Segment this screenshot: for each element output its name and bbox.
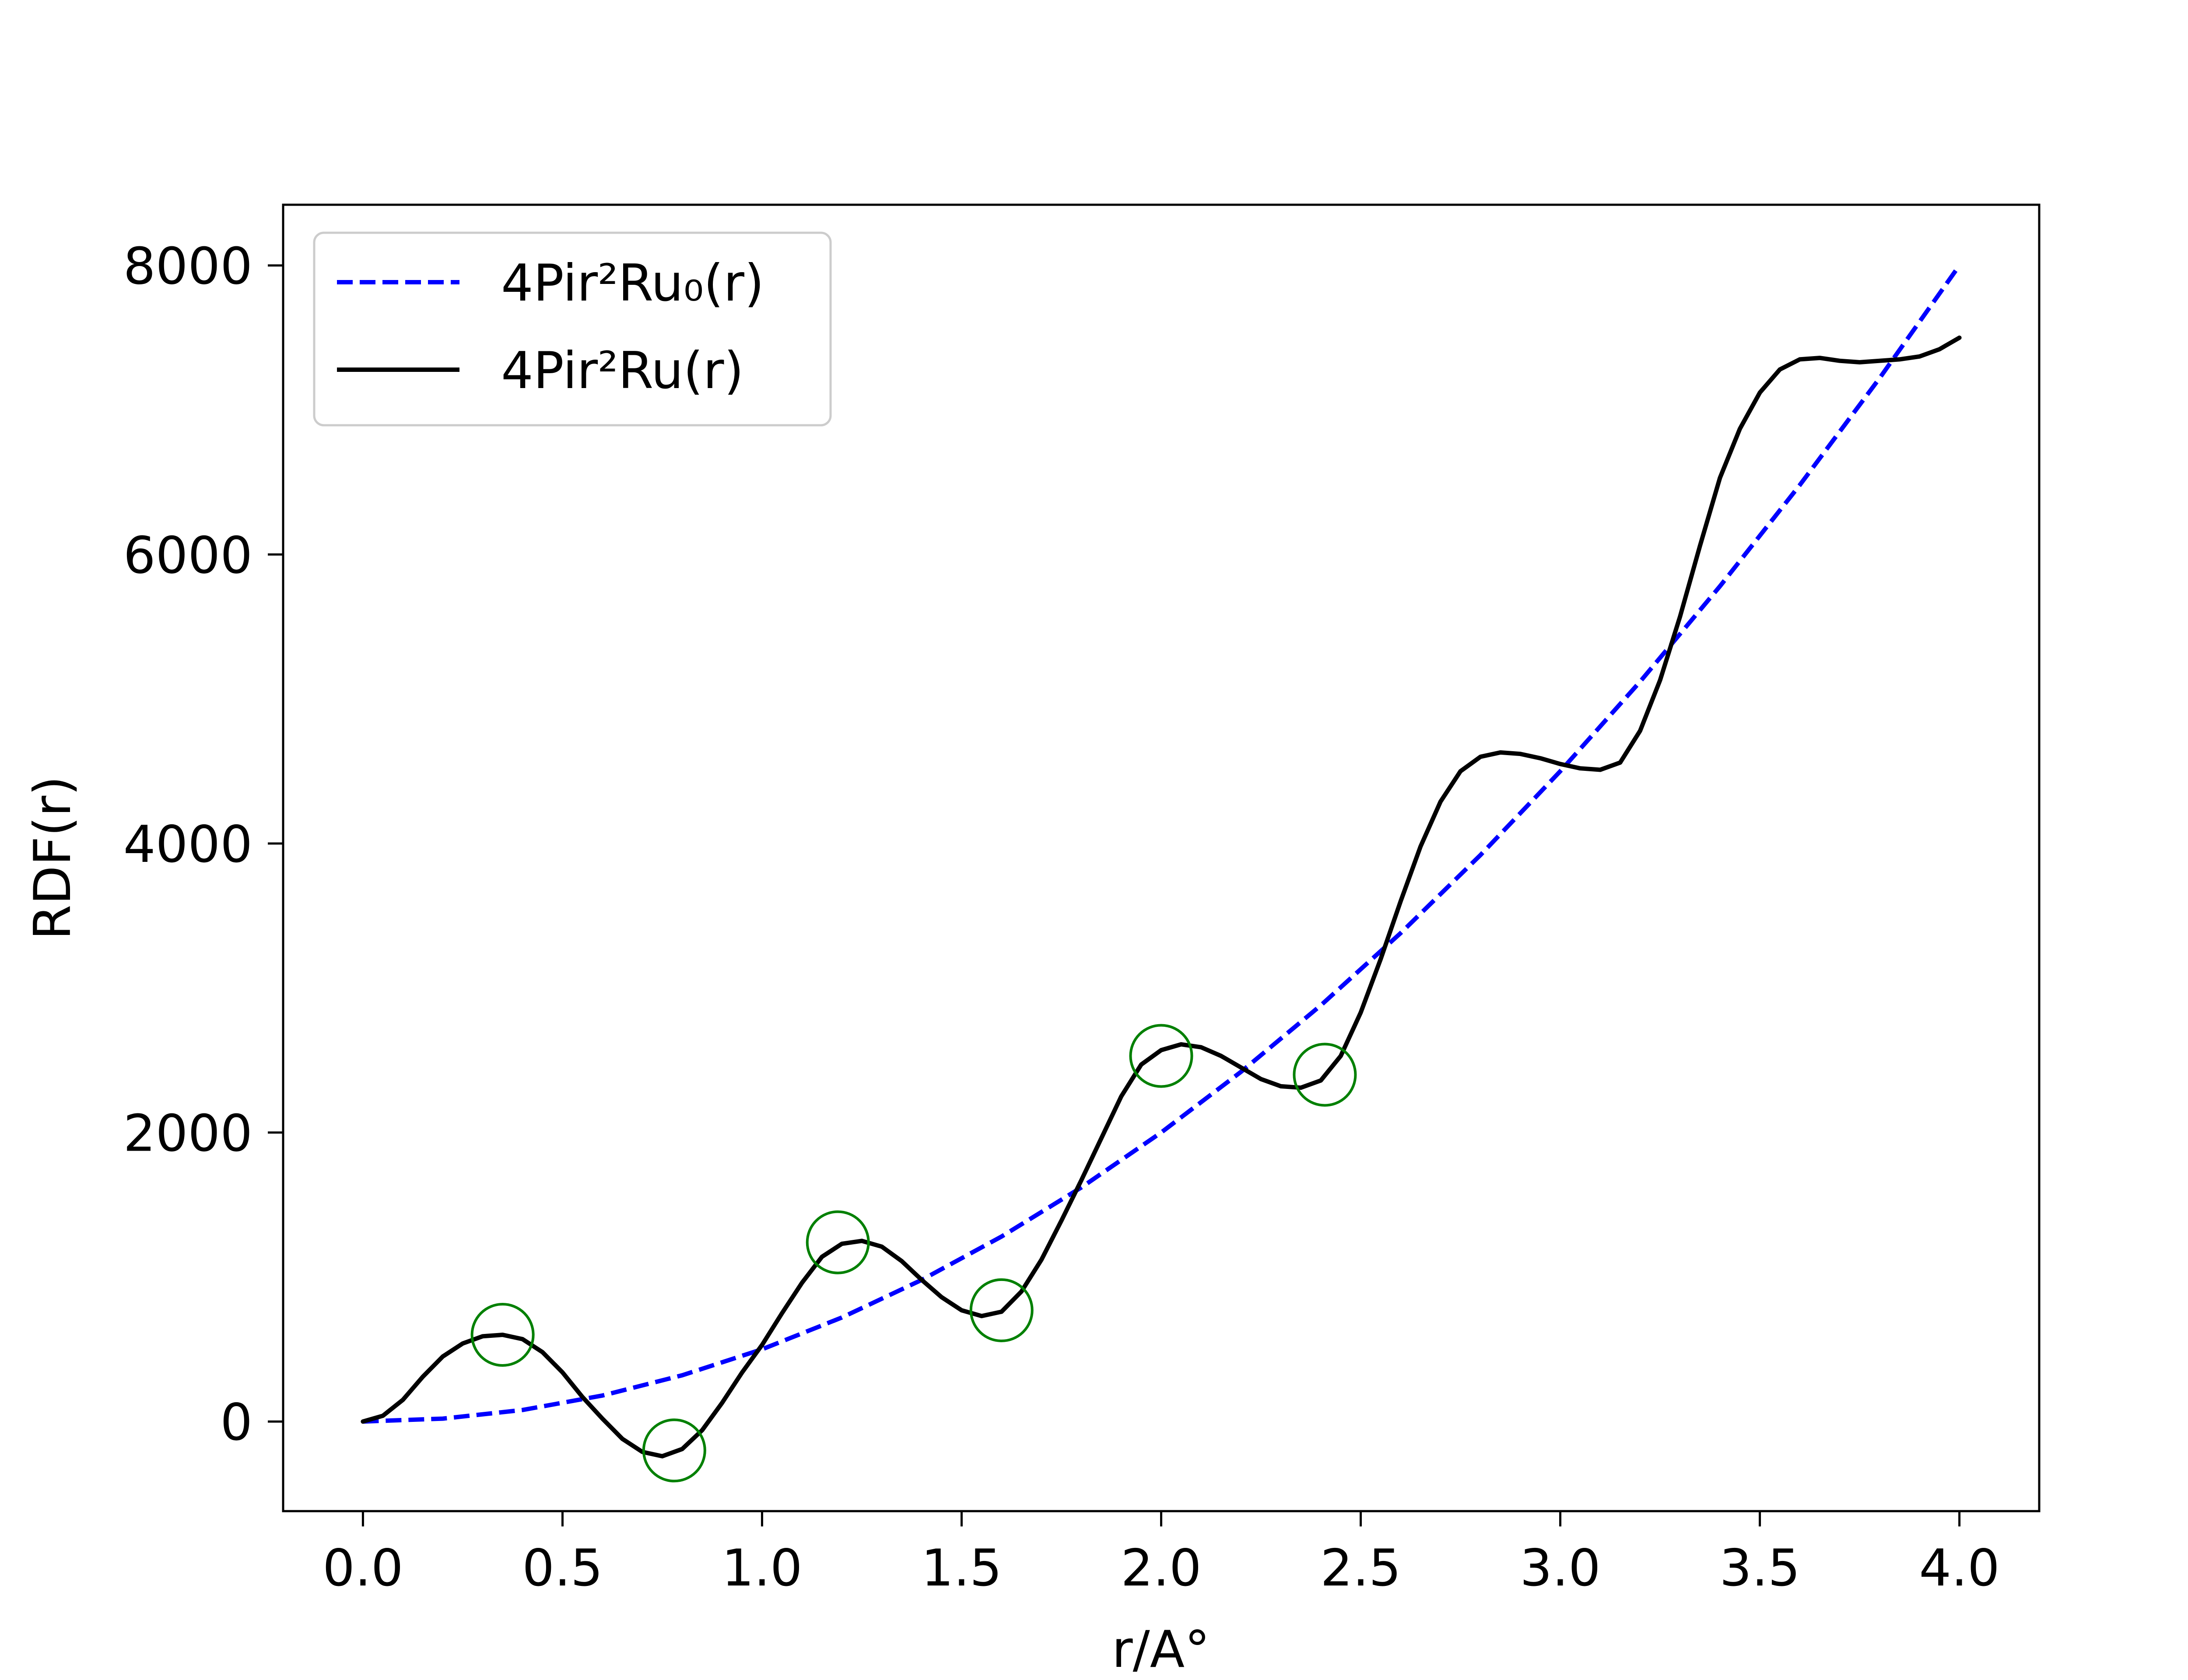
- marker-circle: [806, 1210, 870, 1274]
- marker-circle: [1293, 1043, 1357, 1107]
- series-line-0: [363, 264, 1961, 1424]
- x-tick-label: 0.5: [522, 1539, 603, 1598]
- x-tick-label: 1.5: [921, 1539, 1002, 1598]
- marker-circle: [969, 1278, 1034, 1342]
- x-tick-label: 0.0: [323, 1539, 403, 1598]
- y-tick-label: 4000: [123, 815, 252, 874]
- legend-label-rdf: 4Pir²Ru(r): [501, 341, 744, 400]
- x-tick-label: 1.0: [722, 1539, 802, 1598]
- x-tick-label: 3.5: [1719, 1539, 1800, 1598]
- y-tick-label: 8000: [123, 237, 252, 296]
- x-tick-label: 2.0: [1121, 1539, 1201, 1598]
- marker-circle: [470, 1303, 535, 1367]
- y-axis: 0 2000 4000 6000 8000: [123, 237, 283, 1452]
- y-tick-label: 6000: [123, 526, 252, 585]
- x-tick-label: 3.0: [1520, 1539, 1600, 1598]
- legend: 4Pir²Ru₀(r) 4Pir²Ru(r): [313, 231, 832, 427]
- marker-circle: [642, 1418, 706, 1483]
- x-tick-label: 4.0: [1919, 1539, 1999, 1598]
- y-tick-label: 2000: [123, 1104, 252, 1163]
- legend-label-ideal: 4Pir²Ru₀(r): [501, 254, 764, 313]
- x-axis: 0.0 0.5 1.0 1.5 2.0 2.5 3.0 3.5 4.0: [323, 1511, 2000, 1598]
- x-axis-label: r/A°: [1112, 1620, 1210, 1679]
- plot-area: [361, 264, 1962, 1483]
- y-tick-label: 0: [220, 1393, 252, 1452]
- marker-circle: [1129, 1024, 1193, 1088]
- y-axis-label: RDF(r): [23, 776, 82, 940]
- x-tick-label: 2.5: [1320, 1539, 1401, 1598]
- series-line-1: [361, 335, 1962, 1459]
